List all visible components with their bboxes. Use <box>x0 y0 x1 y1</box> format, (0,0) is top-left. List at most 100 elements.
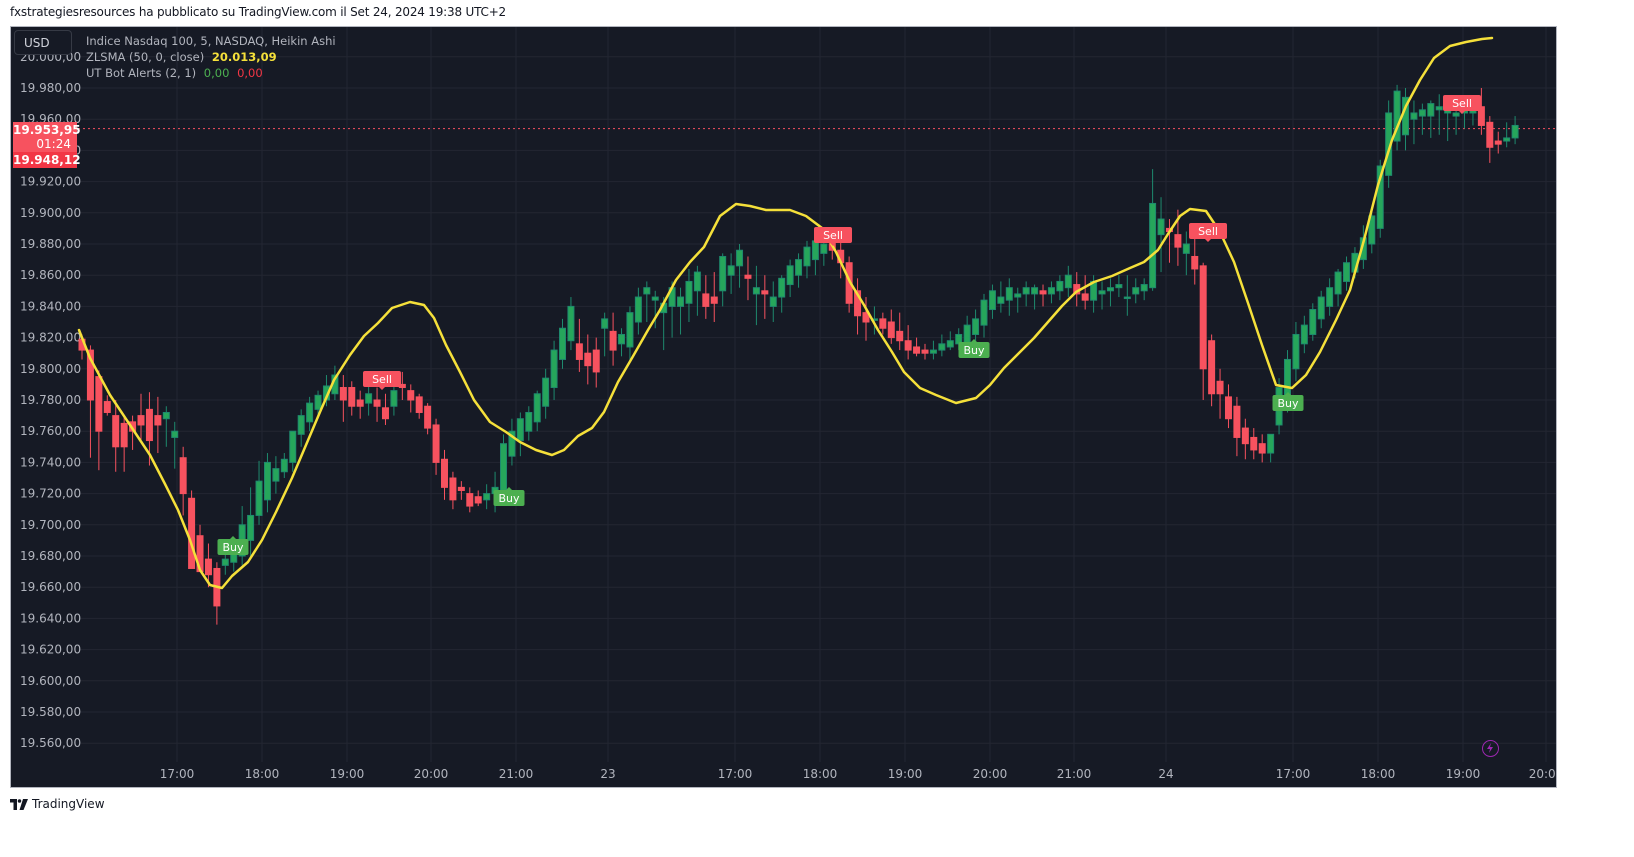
candle <box>112 400 120 472</box>
price-axis-label: 19.980,00 <box>20 81 81 95</box>
brand-name: TradingView <box>32 797 105 811</box>
candle <box>162 406 170 447</box>
price-axis-label: 19.700,00 <box>20 518 81 532</box>
candle <box>921 343 929 360</box>
chart-legend: Indice Nasdaq 100, 5, NASDAQ, Heikin Ash… <box>86 33 336 81</box>
candle <box>1309 303 1317 341</box>
candle <box>972 309 980 341</box>
candle <box>1056 275 1064 301</box>
price-axis-label: 19.640,00 <box>20 611 81 625</box>
sell-signal-label[interactable]: Sell <box>1443 95 1481 114</box>
zlsma-legend-row[interactable]: ZLSMA (50, 0, close) 20.013,09 <box>86 49 336 65</box>
svg-text:Sell: Sell <box>823 229 843 242</box>
prev-close-value: 19.948,12 <box>13 153 81 167</box>
candle <box>651 290 659 329</box>
candle <box>1258 434 1266 463</box>
price-axis-label: 19.860,00 <box>20 268 81 282</box>
candle <box>1031 284 1039 310</box>
sell-signal-label[interactable]: Sell <box>1189 223 1227 242</box>
lightning-icon[interactable] <box>1482 740 1499 757</box>
candle <box>854 278 862 335</box>
zlsma-value: 20.013,09 <box>211 50 277 64</box>
sell-signal-label[interactable]: Sell <box>814 227 852 246</box>
price-axis-label: 19.760,00 <box>20 424 81 438</box>
candle <box>685 268 693 322</box>
candle <box>1199 262 1207 400</box>
candle <box>255 460 263 525</box>
candle <box>1250 428 1258 460</box>
candle <box>752 265 760 326</box>
candle <box>1081 275 1089 310</box>
symbol-title: Indice Nasdaq 100, 5, NASDAQ, Heikin Ash… <box>86 34 336 48</box>
candle <box>1435 94 1443 135</box>
symbol-legend-row[interactable]: Indice Nasdaq 100, 5, NASDAQ, Heikin Ash… <box>86 33 336 49</box>
candle <box>862 297 870 341</box>
candle <box>297 409 305 447</box>
candle <box>550 340 558 400</box>
candle <box>314 390 322 416</box>
price-axis-label: 19.920,00 <box>20 175 81 189</box>
utbot-sell-value: 0,00 <box>237 66 263 80</box>
time-axis-label: 18:00 <box>803 767 838 781</box>
candle <box>432 418 440 475</box>
zlsma-line <box>77 36 1494 590</box>
candle <box>542 368 550 419</box>
candle <box>938 334 946 357</box>
candle <box>609 312 617 366</box>
buy-signal-label[interactable]: Buy <box>493 487 525 506</box>
candle <box>1123 275 1131 316</box>
time-axis-label: 18:00 <box>1361 767 1396 781</box>
candle <box>86 345 94 458</box>
candle <box>1165 219 1173 263</box>
buy-signal-label[interactable]: Buy <box>1272 392 1304 411</box>
candle <box>120 415 128 472</box>
price-axis-label: 19.720,00 <box>20 487 81 501</box>
time-axis-label: 20:00 <box>414 767 449 781</box>
currency-button[interactable]: USD <box>14 30 72 55</box>
candle <box>769 281 777 322</box>
candle <box>778 275 786 313</box>
candle <box>1418 103 1426 135</box>
svg-text:Sell: Sell <box>1452 97 1472 110</box>
candle <box>348 381 356 416</box>
candle <box>483 484 491 510</box>
footer-brand[interactable]: TradingView <box>10 797 105 811</box>
candle <box>1115 275 1123 298</box>
price-axis-label: 19.900,00 <box>20 206 81 220</box>
price-axis-label: 19.840,00 <box>20 299 81 313</box>
candle <box>1452 109 1460 135</box>
published-by-line: fxstrategiesresources ha pubblicato su T… <box>10 5 506 19</box>
time-axis-label: 19:00 <box>888 767 923 781</box>
candle <box>1149 169 1157 291</box>
candle <box>154 396 162 454</box>
svg-text:Buy: Buy <box>498 492 520 505</box>
candle <box>1064 265 1072 298</box>
candle <box>997 281 1005 313</box>
utbot-legend-row[interactable]: UT Bot Alerts (2, 1) 0,00 0,00 <box>86 65 336 81</box>
candle <box>356 390 364 419</box>
candle <box>95 370 103 471</box>
time-axis-label: 17:00 <box>718 767 753 781</box>
candle <box>786 259 794 298</box>
buy-signal-label[interactable]: Buy <box>217 536 249 555</box>
candle <box>1132 278 1140 304</box>
price-axis-label: 19.660,00 <box>20 580 81 594</box>
time-axis-label: 24 <box>1158 767 1173 781</box>
utbot-buy-value: 0,00 <box>203 66 230 80</box>
buy-signal-label[interactable]: Buy <box>958 339 990 358</box>
candle <box>626 306 634 363</box>
svg-text:Sell: Sell <box>1198 225 1218 238</box>
sell-signal-label[interactable]: Sell <box>363 371 401 390</box>
candle <box>904 325 912 360</box>
svg-text:Buy: Buy <box>963 344 985 357</box>
candle <box>272 456 280 494</box>
utbot-label: UT Bot Alerts (2, 1) <box>86 66 197 80</box>
candle <box>702 275 710 319</box>
candle <box>710 272 718 322</box>
candle <box>1106 278 1114 307</box>
candle <box>1022 281 1030 307</box>
candle <box>1191 237 1199 285</box>
candle <box>440 449 448 500</box>
time-axis-label: 21:00 <box>1057 767 1092 781</box>
